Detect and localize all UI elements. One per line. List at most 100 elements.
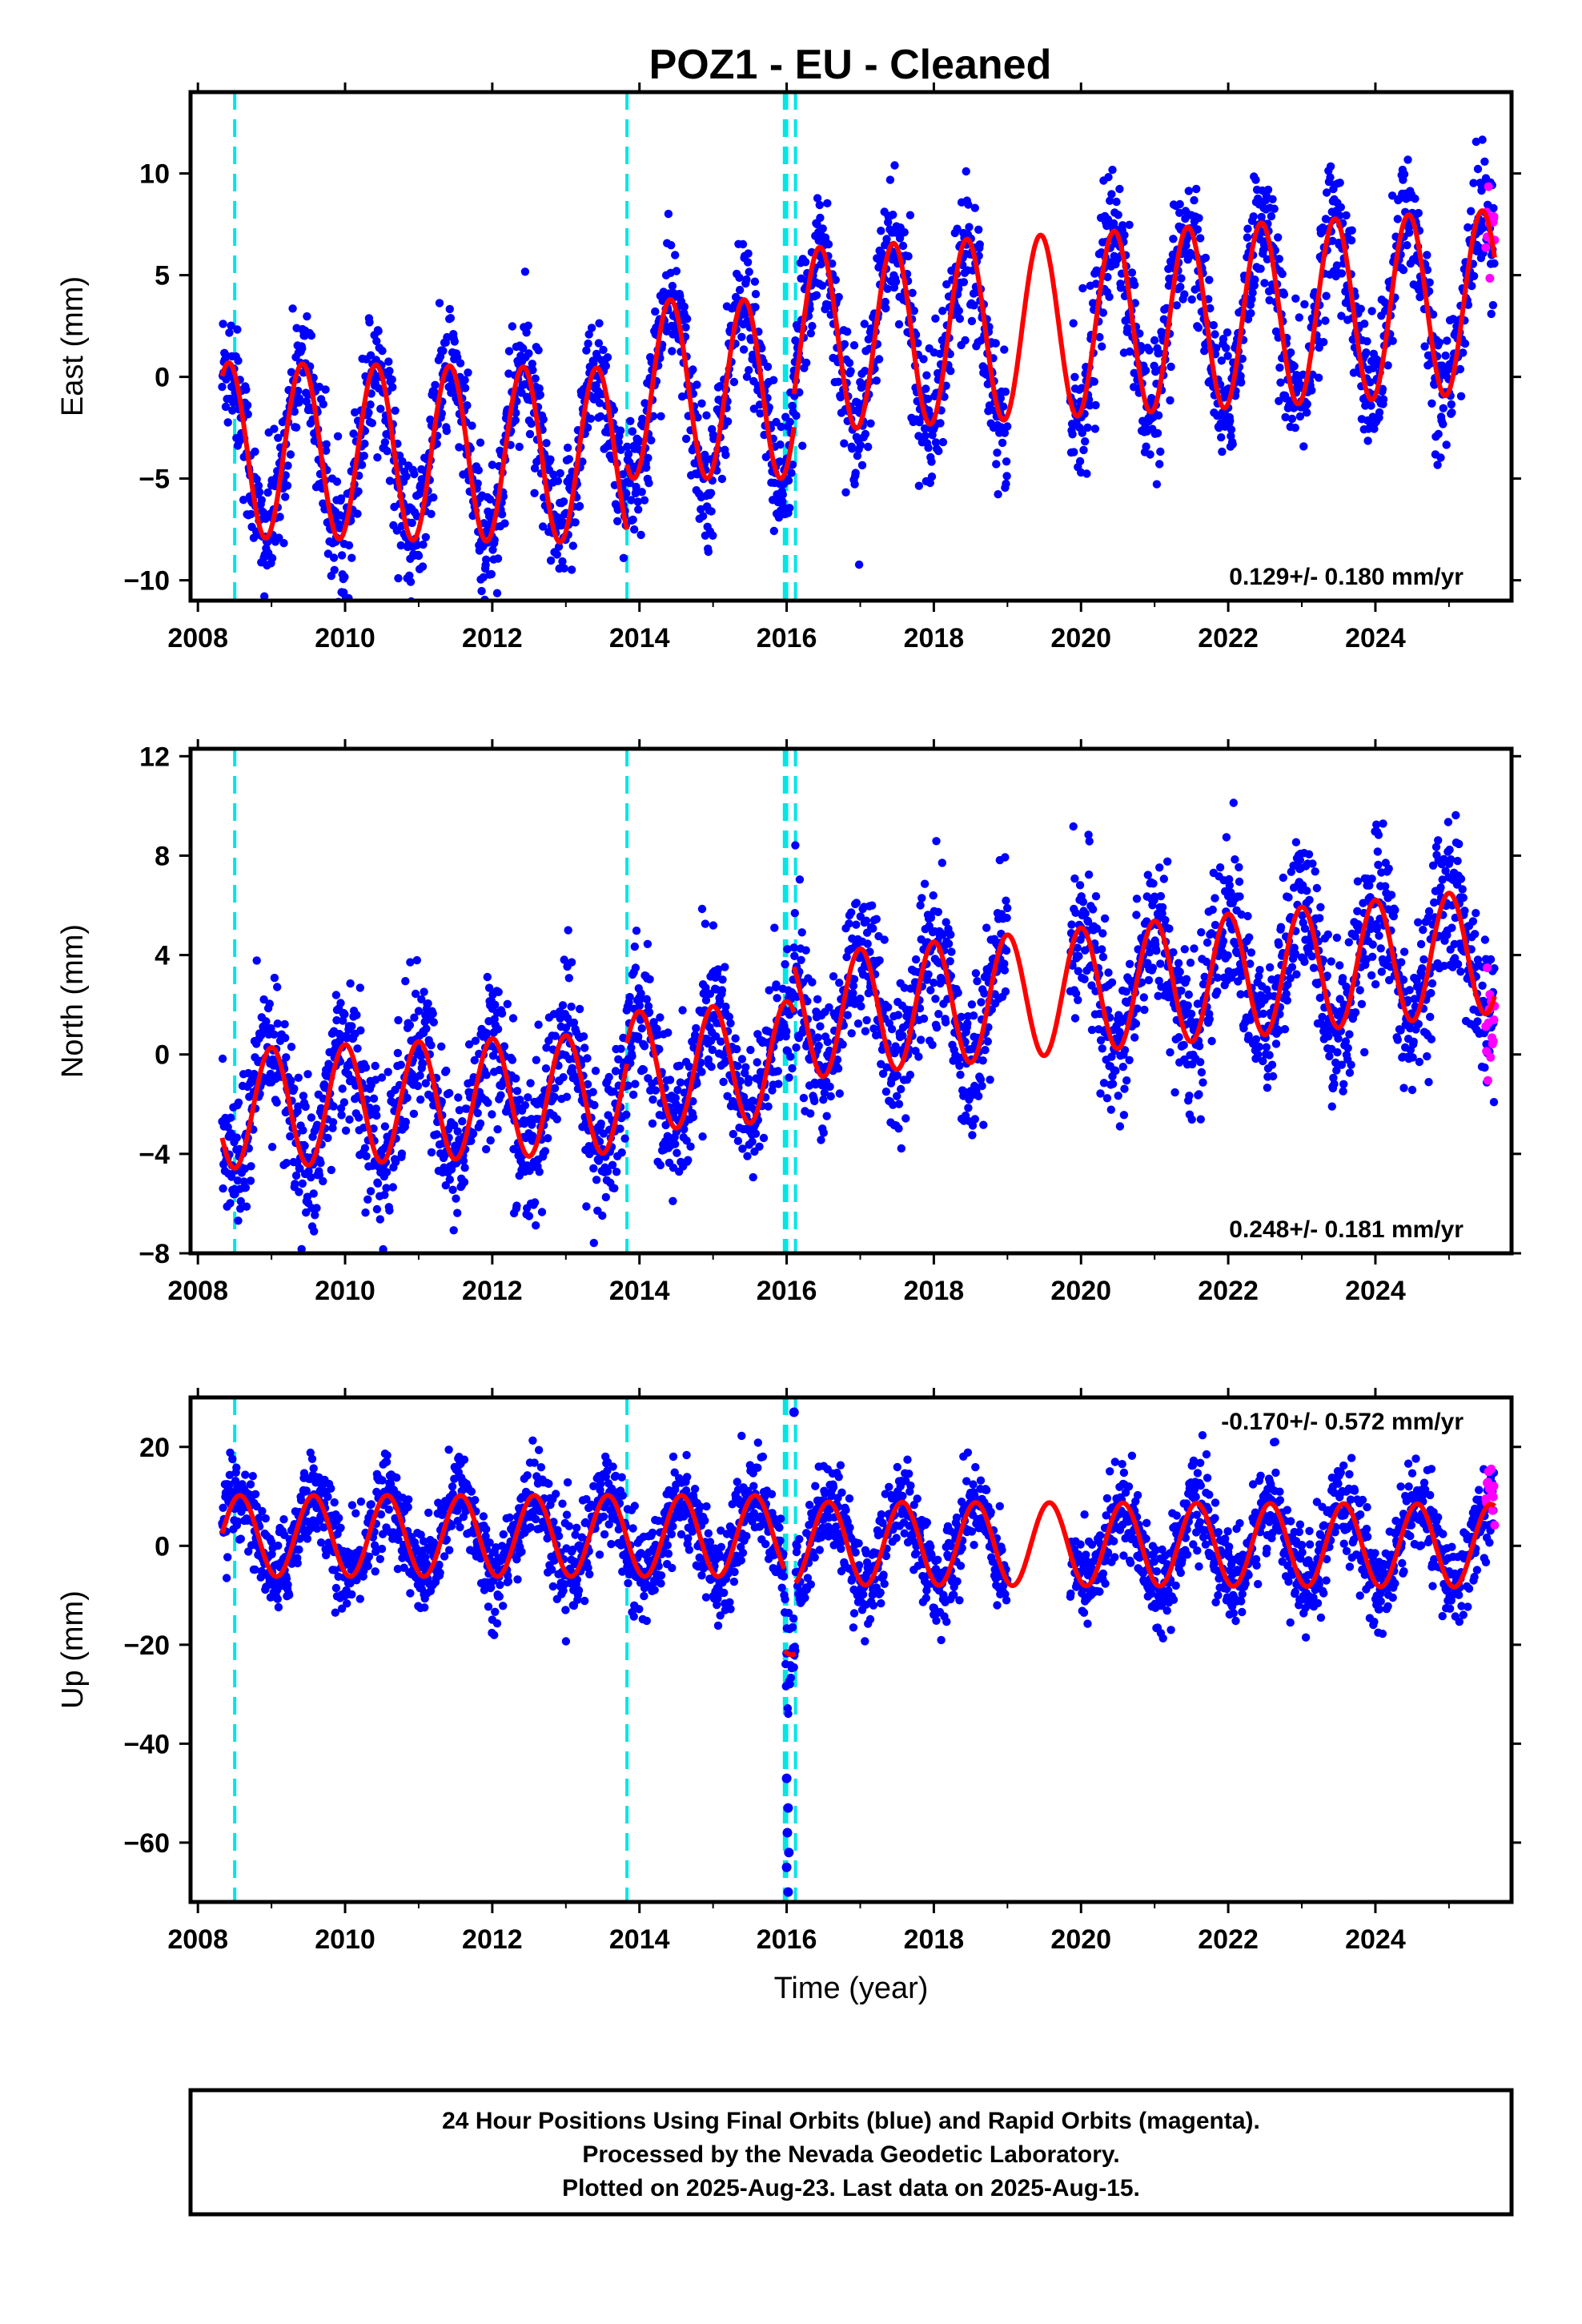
- north-data-point: [596, 1119, 605, 1128]
- east-data-point: [372, 336, 381, 346]
- east-data-point: [904, 251, 913, 261]
- east-data-point: [283, 481, 292, 490]
- north-data-point: [460, 1164, 469, 1172]
- east-data-point: [493, 554, 503, 563]
- north-data-point: [508, 1014, 518, 1023]
- east-data-point: [1268, 195, 1277, 203]
- north-data-point: [558, 1001, 568, 1010]
- east-data-point: [1243, 233, 1252, 242]
- east-data-point: [1487, 309, 1496, 319]
- east-data-point: [1434, 429, 1443, 439]
- east-data-point: [1146, 450, 1154, 459]
- east-data-point: [953, 224, 962, 233]
- east-data-point: [857, 460, 867, 470]
- north-data-point: [911, 955, 921, 964]
- east-data-point: [1206, 304, 1215, 313]
- north-data-point: [281, 1033, 290, 1043]
- east-data-point: [1489, 203, 1498, 213]
- north-data-point: [270, 1030, 279, 1039]
- east-data-point: [586, 414, 596, 423]
- north-data-point: [1100, 914, 1110, 923]
- north-data-point: [917, 894, 926, 903]
- east-data-point: [831, 275, 841, 284]
- east-data-point: [798, 441, 807, 450]
- north-data-point: [299, 1092, 308, 1100]
- east-y-tick-label: −10: [123, 566, 170, 597]
- north-data-point: [1186, 959, 1195, 967]
- east-data-point: [742, 275, 751, 284]
- north-data-point: [772, 980, 781, 989]
- north-data-point: [1088, 905, 1098, 914]
- east-data-point: [1291, 294, 1300, 303]
- east-data-point: [1439, 404, 1448, 412]
- north-data-point: [473, 1108, 482, 1118]
- east-data-point: [1152, 480, 1162, 489]
- north-data-point: [770, 923, 779, 932]
- north-data-point: [441, 1181, 450, 1190]
- north-data-point: [1235, 892, 1244, 901]
- east-data-point: [787, 468, 796, 477]
- north-data-point: [483, 972, 492, 982]
- north-data-point: [385, 1206, 394, 1215]
- north-data-point: [591, 1067, 600, 1076]
- north-data-point: [1078, 898, 1088, 907]
- east-data-point: [1342, 211, 1351, 220]
- east-data-point: [1337, 269, 1347, 278]
- north-data-point: [247, 1162, 255, 1171]
- north-data-point: [1067, 920, 1076, 929]
- east-data-point: [442, 426, 452, 436]
- east-data-point: [1335, 179, 1344, 187]
- east-data-point: [568, 541, 577, 550]
- north-data-point: [729, 1129, 737, 1139]
- north-data-point: [455, 1106, 464, 1115]
- east-data-point: [1218, 447, 1227, 456]
- north-data-point: [294, 1073, 303, 1083]
- east-y-tick-label: 10: [139, 159, 170, 190]
- east-data-point: [1176, 283, 1185, 292]
- east-data-point: [961, 336, 970, 345]
- east-data-point: [1447, 400, 1456, 409]
- east-data-point: [1387, 191, 1397, 200]
- north-data-point: [932, 837, 941, 846]
- north-data-point: [819, 1128, 828, 1137]
- east-data-point: [383, 447, 391, 456]
- north-data-point: [773, 1067, 782, 1076]
- north-data-point: [1174, 959, 1183, 967]
- north-data-point: [1003, 903, 1012, 913]
- east-data-point: [1274, 233, 1283, 242]
- east-data-point: [1360, 320, 1369, 328]
- east-data-point: [366, 400, 375, 409]
- east-data-point: [940, 392, 949, 401]
- north-data-point: [634, 1032, 643, 1041]
- north-data-point: [721, 963, 729, 971]
- north-data-point: [483, 1029, 492, 1038]
- north-data-point: [1111, 1066, 1120, 1076]
- north-data-point: [642, 995, 651, 1003]
- east-data-point: [1114, 211, 1122, 219]
- north-data-point: [1236, 990, 1245, 999]
- east-data-point: [376, 404, 385, 413]
- east-data-point: [1002, 472, 1011, 480]
- north-data-point: [852, 920, 861, 929]
- east-data-point: [927, 472, 937, 481]
- north-data-point: [789, 943, 798, 952]
- east-data-point: [1243, 224, 1252, 233]
- east-data-point: [946, 367, 955, 376]
- east-data-point: [1448, 315, 1458, 324]
- east-data-point: [716, 382, 725, 391]
- east-data-point: [1083, 423, 1092, 432]
- east-data-point: [756, 409, 765, 418]
- north-data-point: [928, 1040, 937, 1050]
- east-data-point: [421, 533, 430, 541]
- east-data-point: [1251, 175, 1260, 184]
- east-data-point: [530, 489, 539, 497]
- east-data-point: [1267, 211, 1276, 221]
- north-data-point: [856, 994, 865, 1003]
- north-data-point: [417, 995, 426, 1004]
- east-data-point: [332, 477, 342, 486]
- north-data-point: [1175, 967, 1184, 976]
- east-data-point: [1238, 354, 1247, 364]
- east-data-point: [776, 440, 785, 449]
- east-data-point: [864, 442, 873, 452]
- north-data-point: [983, 968, 992, 977]
